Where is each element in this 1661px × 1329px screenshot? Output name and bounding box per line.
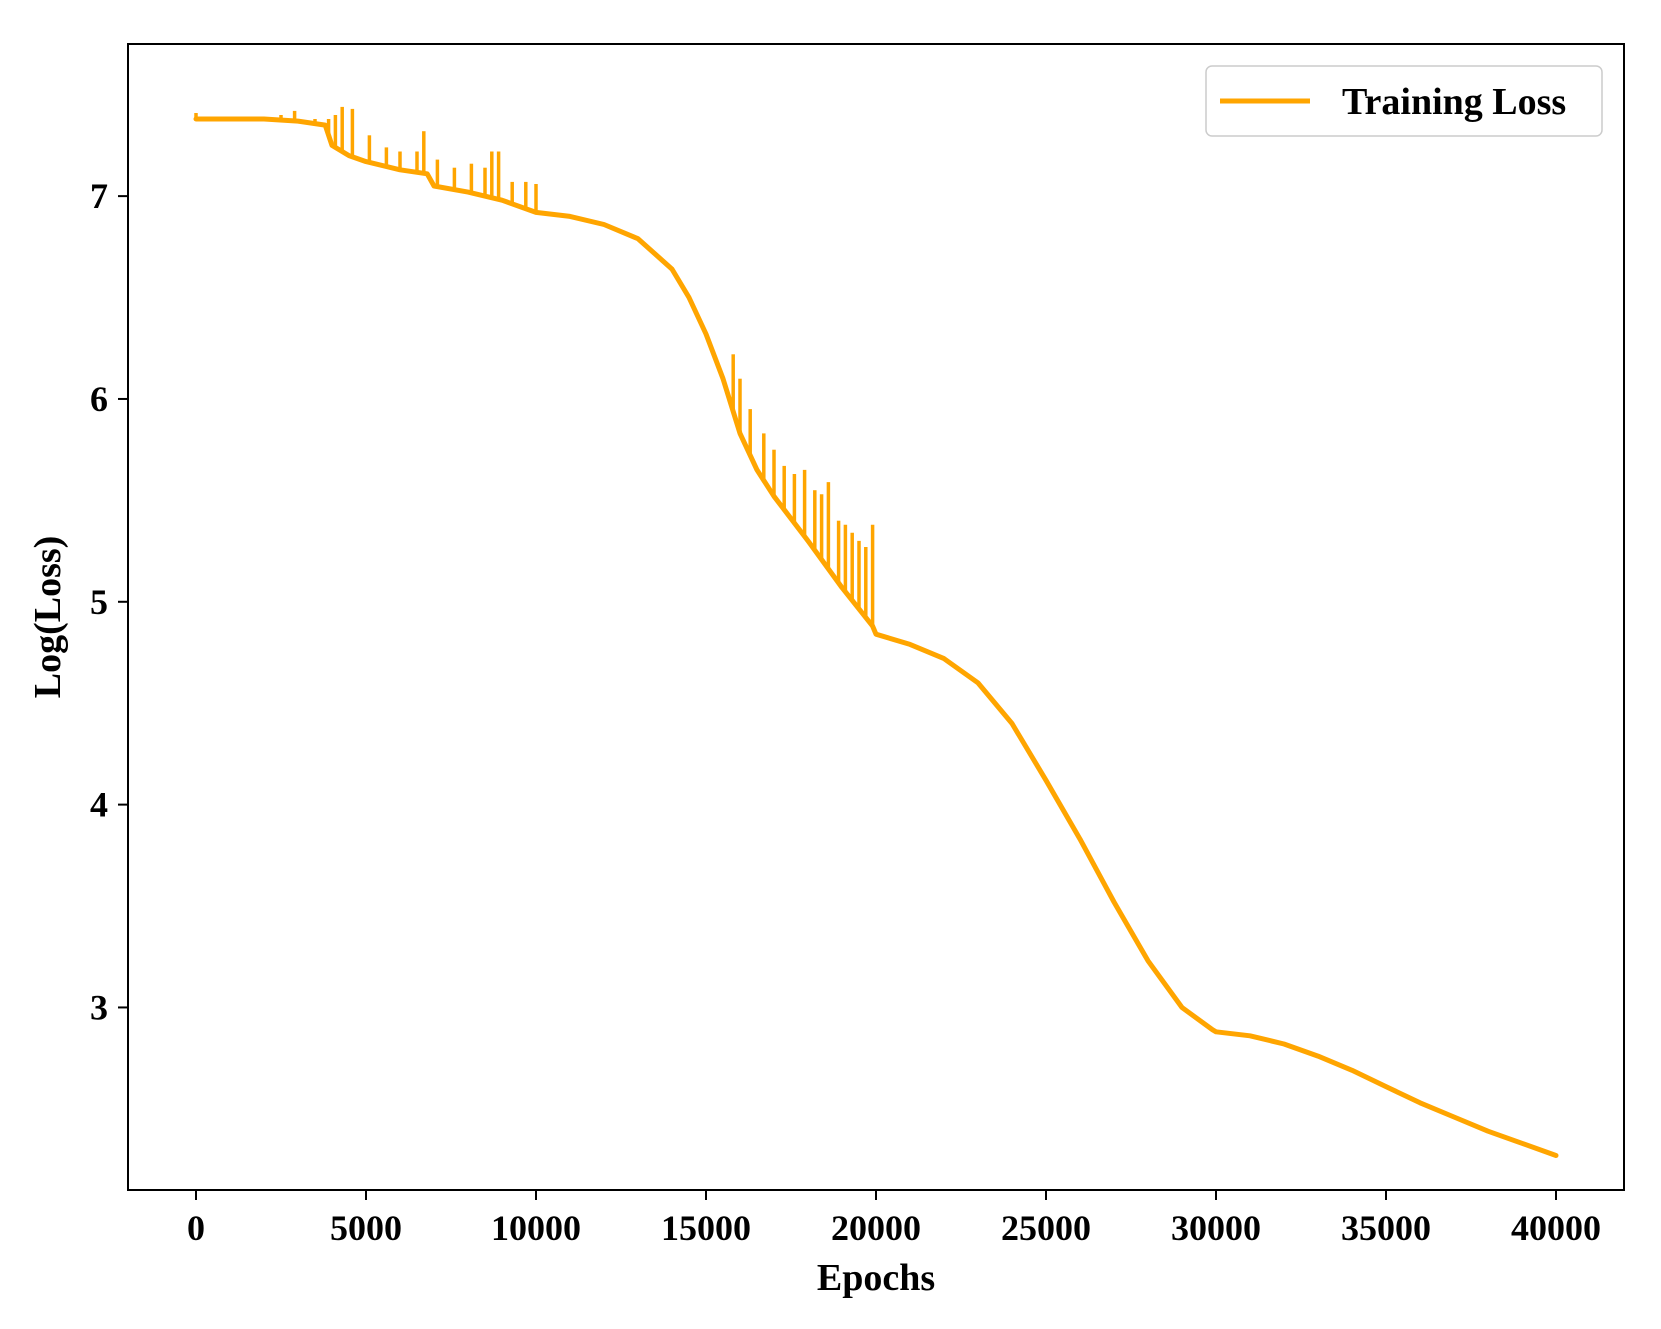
x-tick-label: 10000 xyxy=(491,1208,581,1248)
x-tick-label: 40000 xyxy=(1511,1208,1601,1248)
y-tick-label: 5 xyxy=(90,582,108,622)
plot-area xyxy=(193,106,1559,1158)
x-tick-label: 20000 xyxy=(831,1208,921,1248)
x-axis-ticks: 0 5000 10000 15000 20000 25000 30000 35000 40000 xyxy=(187,1190,1601,1248)
x-tick-label: 0 xyxy=(187,1208,205,1248)
x-tick-label: 25000 xyxy=(1001,1208,1091,1248)
x-tick-label: 5000 xyxy=(330,1208,402,1248)
legend-box xyxy=(1205,65,1603,137)
series-line-training-loss xyxy=(193,116,1559,1158)
x-tick-label: 35000 xyxy=(1341,1208,1431,1248)
legend-label-training-loss: Training Loss xyxy=(1342,81,1566,123)
legend: Training Loss xyxy=(1205,65,1603,137)
y-tick-label: 7 xyxy=(90,176,108,216)
y-tick-label: 4 xyxy=(90,785,108,825)
y-axis-ticks: 3 4 5 6 7 xyxy=(90,176,128,1027)
x-tick-label: 15000 xyxy=(661,1208,751,1248)
x-tick-label: 30000 xyxy=(1171,1208,1261,1248)
plot-frame xyxy=(127,43,1625,1191)
y-tick-label: 3 xyxy=(90,987,108,1027)
y-tick-label: 6 xyxy=(90,379,108,419)
x-axis-label: Epochs xyxy=(817,1257,935,1299)
y-axis-label: Log(Loss) xyxy=(27,536,69,699)
